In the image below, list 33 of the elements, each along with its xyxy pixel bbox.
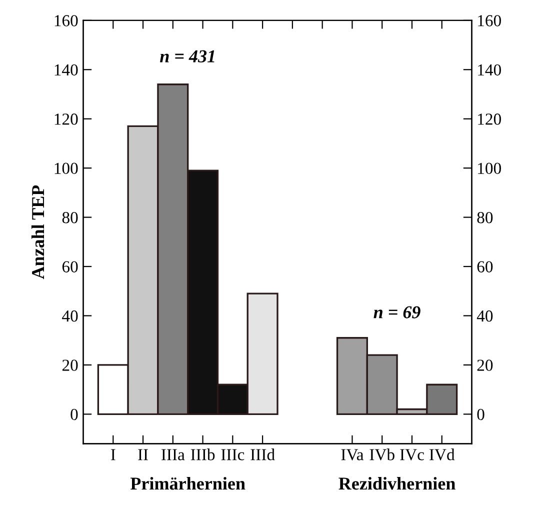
- y-tick-label: 120: [54, 114, 78, 125]
- y2-tick-label: 160: [478, 15, 501, 26]
- y2-tick-label: 80: [477, 212, 493, 224]
- y-tick-label: 140: [54, 64, 78, 76]
- annotation: n = 431: [160, 50, 214, 62]
- y-tick-label: 20: [62, 360, 78, 371]
- x-tick-label: I: [110, 449, 116, 460]
- y2-tick-label: 40: [476, 310, 493, 322]
- x-tick-label: IIIc: [221, 449, 244, 460]
- y-tick-label: 100: [54, 162, 78, 174]
- text: Primärhernien: [130, 477, 246, 490]
- y-axis-title: Anzahl TEP: [31, 185, 44, 280]
- x-tick-label: IIIa: [161, 449, 185, 460]
- x-tick-label: IVb: [370, 448, 394, 460]
- y2-tick-label: 140: [478, 64, 501, 76]
- y2-tick-label: 100: [478, 162, 501, 174]
- y-tick-label: 160: [54, 15, 78, 26]
- y2-tick-label: 0: [477, 408, 484, 420]
- x-tick-label: IIIb: [190, 448, 215, 460]
- y2-tick-label: 60: [477, 261, 493, 272]
- y-tick-label: 0: [70, 408, 78, 420]
- annotation: n = 69: [374, 306, 420, 318]
- x-tick-label: IVd: [430, 448, 455, 460]
- x-tick-label: II: [138, 449, 148, 460]
- y2-tick-label: 20: [477, 360, 493, 371]
- y-tick-label: 60: [62, 261, 78, 272]
- y2-tick-label: 120: [478, 114, 501, 125]
- text: Rezidivhernien: [338, 477, 456, 490]
- x-tick-label: IVc: [400, 449, 424, 460]
- x-tick-label: IIId: [250, 448, 275, 460]
- y-tick-label: 40: [62, 310, 78, 322]
- x-tick-label: IVa: [341, 449, 364, 460]
- y-tick-label: 80: [62, 212, 78, 224]
